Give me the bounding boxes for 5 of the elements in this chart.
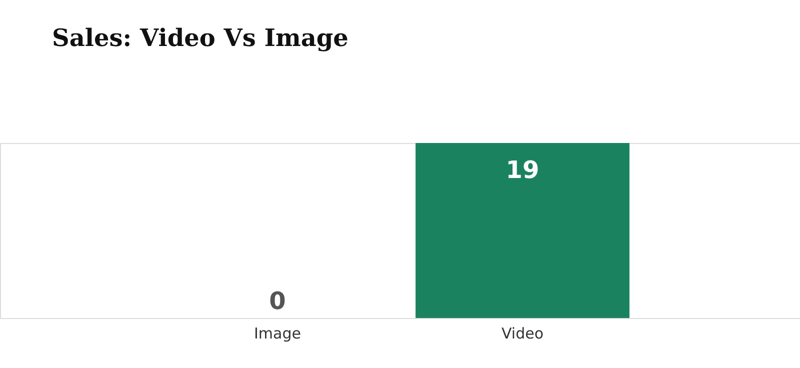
x-tick-label: Image: [254, 324, 301, 342]
data-label: 0: [269, 287, 286, 315]
data-label: 19: [506, 156, 540, 184]
x-tick-label: Video: [501, 324, 544, 342]
chart-title: Sales: Video Vs Image: [52, 23, 348, 52]
